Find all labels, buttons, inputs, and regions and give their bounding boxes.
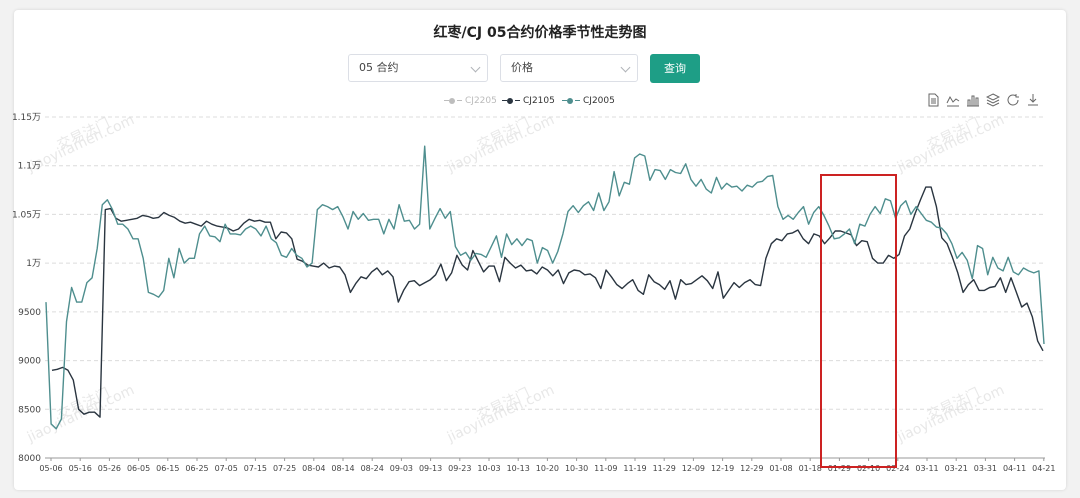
x-tick-label: 10-20 [536, 464, 559, 473]
y-tick-label: 9500 [18, 308, 41, 318]
x-axis: 05-06 05-16 05-26 06-05 06-15 06-25 07-05 07-15… [39, 458, 1055, 473]
watermark-url: jiaoyifamen.com [894, 382, 1007, 446]
y-tick-label: 9000 [18, 357, 41, 367]
x-tick-label: 08-04 [302, 464, 325, 473]
x-tick-label: 03-31 [974, 464, 997, 473]
x-tick-label: 02-10 [857, 464, 880, 473]
watermark-url: jiaoyifamen.com [894, 112, 1007, 176]
x-tick-label: 10-03 [477, 464, 500, 473]
query-button[interactable]: 查询 [650, 54, 700, 83]
legend-dot [567, 97, 573, 104]
legend-item-cj2005[interactable]: CJ2005 [562, 96, 615, 106]
x-tick-label: 07-25 [273, 464, 296, 473]
x-tick-label: 05-06 [39, 464, 62, 473]
x-tick-label: 03-21 [945, 464, 968, 473]
watermark-url: jiaoyifamen.com [444, 382, 557, 446]
chart-title: 红枣/CJ 05合约价格季节性走势图 [433, 25, 647, 41]
bar-chart-icon[interactable] [966, 93, 980, 107]
y-tick-label: 1.15万 [12, 113, 41, 123]
x-tick-label: 08-24 [361, 464, 384, 473]
y-tick-label: 8500 [18, 405, 41, 415]
legend-label: CJ2105 [523, 96, 555, 106]
x-tick-label: 12-29 [740, 464, 763, 473]
legend-label: CJ2005 [583, 96, 615, 106]
x-tick-label: 02-24 [886, 464, 909, 473]
data-view-icon[interactable] [926, 93, 940, 107]
x-tick-label: 09-13 [419, 464, 442, 473]
x-tick-label: 09-23 [448, 464, 471, 473]
legend-item-cj2105[interactable]: CJ2105 [502, 96, 555, 106]
y-tick-label: 1.1万 [18, 162, 41, 172]
x-tick-label: 03-11 [915, 464, 938, 473]
x-tick-label: 01-18 [799, 464, 822, 473]
line-chart-icon[interactable] [946, 93, 960, 107]
y-tick-label: 8000 [18, 454, 41, 464]
x-tick-label: 10-30 [565, 464, 588, 473]
x-tick-label: 04-11 [1003, 464, 1026, 473]
contract-select[interactable]: 05 合约 [348, 54, 488, 82]
x-tick-label: 11-09 [594, 464, 617, 473]
x-tick-label: 12-09 [682, 464, 705, 473]
series-line-cj2105 [51, 186, 1044, 418]
download-icon[interactable] [1026, 93, 1040, 107]
legend-label: CJ2205 [465, 96, 497, 106]
x-tick-label: 04-21 [1032, 464, 1055, 473]
x-tick-label: 07-15 [244, 464, 267, 473]
x-tick-label: 06-05 [127, 464, 150, 473]
x-tick-label: 01-08 [769, 464, 792, 473]
legend-dot [449, 97, 455, 104]
stack-icon[interactable] [986, 93, 1000, 107]
legend-item-cj2205[interactable]: CJ2205 [444, 96, 497, 106]
metric-select[interactable]: 价格 [500, 54, 638, 82]
x-tick-label: 05-26 [98, 464, 121, 473]
y-tick-label: 1万 [26, 259, 41, 269]
x-tick-label: 11-29 [653, 464, 676, 473]
x-tick-label: 08-14 [331, 464, 354, 473]
highlight-box [820, 174, 897, 468]
chart-card: 红枣/CJ 05合约价格季节性走势图 05 合约 价格 查询 CJ2205 CJ… [14, 10, 1066, 490]
series-line-cj2005 [45, 145, 1045, 430]
legend-dot [507, 97, 513, 104]
x-tick-label: 09-03 [390, 464, 413, 473]
series-lines [45, 145, 1045, 430]
metric-select-value: 价格 [511, 61, 533, 74]
x-tick-label: 06-15 [156, 464, 179, 473]
x-tick-label: 06-25 [185, 464, 208, 473]
x-tick-label: 01-29 [828, 464, 851, 473]
x-tick-label: 10-13 [507, 464, 530, 473]
x-tick-label: 12-19 [711, 464, 734, 473]
y-tick-label: 1.05万 [12, 210, 41, 220]
x-tick-label: 11-19 [623, 464, 646, 473]
x-tick-label: 07-05 [215, 464, 238, 473]
contract-select-value: 05 合约 [359, 61, 399, 74]
restore-icon[interactable] [1006, 93, 1020, 107]
watermark-url: jiaoyifamen.com [444, 112, 557, 176]
y-axis: 8000 8500 9000 9500 1万 1.05万 1.1万 1.15万 [12, 113, 41, 464]
x-tick-label: 05-16 [69, 464, 92, 473]
